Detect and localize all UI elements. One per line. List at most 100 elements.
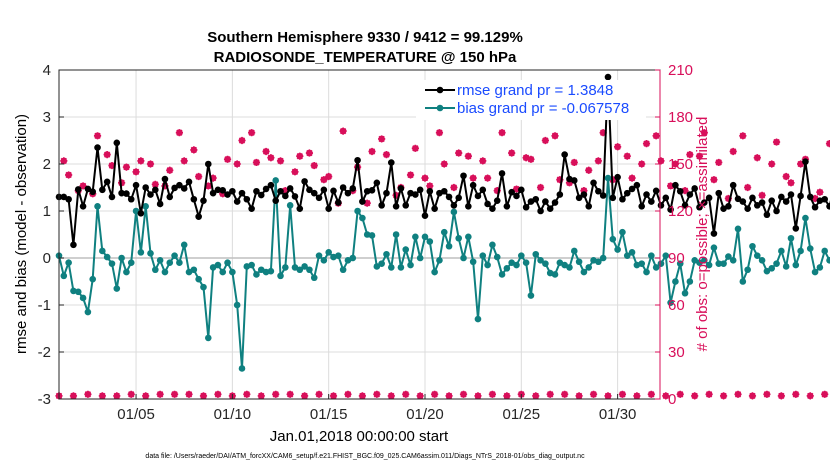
bias-point <box>787 234 795 242</box>
rmse-point <box>224 191 231 198</box>
bias-point <box>455 234 463 242</box>
chart-title: Southern Hemisphere 9330 / 9412 = 99.129… <box>207 29 523 46</box>
assimilated-point-marker <box>233 160 241 168</box>
assimilated-point-marker <box>402 390 410 398</box>
assimilated-point-marker <box>108 161 116 170</box>
assimilated-point <box>614 143 622 151</box>
assimilated-point <box>243 390 251 398</box>
x-axis-label: Jan.01,2018 00:00:00 start <box>270 428 449 445</box>
assimilated-point <box>628 174 636 182</box>
y2-axis-label: # of obs: o=possible; ×=assimilated <box>694 117 711 352</box>
assimilated-point-marker <box>146 160 155 168</box>
y-tick-label: 4 <box>43 62 51 79</box>
bias-point <box>113 285 121 292</box>
bias-point <box>489 241 496 249</box>
assimilated-point <box>508 149 516 157</box>
rmse-point <box>335 199 342 206</box>
assimilated-point-marker <box>585 166 593 174</box>
assimilated-point-marker <box>286 390 294 398</box>
y2-tick-label: 180 <box>668 109 693 126</box>
assimilated-point <box>368 147 376 156</box>
assimilated-point <box>195 172 203 181</box>
rmse-point <box>286 185 294 192</box>
rmse-point <box>778 193 785 201</box>
bias-point <box>657 260 665 267</box>
assimilated-point <box>623 152 631 160</box>
rmse-point <box>262 185 270 193</box>
rmse-point <box>306 186 313 194</box>
assimilated-point <box>479 157 487 165</box>
bias-point <box>310 274 318 282</box>
rmse-point <box>383 189 390 197</box>
assimilated-point <box>127 390 135 398</box>
bias-point <box>667 299 674 306</box>
assimilated-point-marker <box>113 392 121 400</box>
bias-point <box>397 264 405 271</box>
assimilated-point-marker <box>792 390 800 398</box>
assimilated-point-marker <box>238 136 246 145</box>
bias-point <box>108 260 116 267</box>
bias-point <box>821 247 828 255</box>
rmse-point <box>156 200 164 208</box>
rmse-point <box>686 191 694 198</box>
rmse-point <box>272 197 280 204</box>
rmse-point <box>787 191 795 198</box>
assimilated-point-marker <box>536 183 545 192</box>
assimilated-point-marker <box>93 132 102 140</box>
assimilated-point-marker <box>445 392 453 400</box>
bias-point <box>383 250 390 258</box>
legend-bias-marker <box>436 104 444 112</box>
assimilated-point <box>811 194 819 203</box>
rmse-point <box>123 190 130 197</box>
bias-point <box>768 265 776 272</box>
assimilated-point <box>281 187 289 195</box>
x-tick-label: 01/20 <box>406 406 444 423</box>
assimilated-point-marker <box>84 390 92 398</box>
assimilated-point <box>132 168 140 176</box>
assimilated-point-marker <box>161 182 169 190</box>
assimilated-point-marker <box>739 132 747 140</box>
rmse-point <box>672 181 679 189</box>
bias-point <box>585 264 593 271</box>
assimilated-point-marker <box>272 390 280 398</box>
assimilated-point <box>638 160 646 168</box>
rmse-point <box>744 205 751 212</box>
assimilated-point <box>142 392 150 400</box>
rmse-point <box>248 205 255 212</box>
assimilated-point-marker <box>512 185 521 193</box>
assimilated-point <box>483 174 492 182</box>
assimilated-point <box>585 166 593 174</box>
bias-point <box>378 260 385 267</box>
rmse-point <box>479 186 487 194</box>
bias-point <box>450 208 458 216</box>
assimilated-point <box>296 152 304 160</box>
assimilated-point <box>570 158 578 167</box>
bias-point <box>195 275 202 283</box>
bias-point <box>180 241 188 249</box>
assimilated-point-marker <box>305 149 314 157</box>
rmse-point <box>190 195 198 203</box>
bias-point <box>570 247 578 255</box>
bias-point <box>440 228 448 236</box>
bias-point <box>513 261 520 269</box>
rmse-point <box>652 187 660 195</box>
assimilated-point <box>421 174 429 182</box>
bias-point <box>599 254 607 262</box>
assimilated-point <box>286 390 294 398</box>
bias-point <box>368 232 376 239</box>
bias-point <box>277 272 284 280</box>
assimilated-point-marker <box>498 129 506 137</box>
rmse-point <box>229 187 236 195</box>
bias-point <box>89 275 97 283</box>
assimilated-point <box>113 392 121 400</box>
assimilated-point-marker <box>681 187 689 195</box>
bias-point <box>190 266 198 274</box>
assimilated-point-marker <box>296 152 304 160</box>
assimilated-point <box>700 129 708 137</box>
assimilated-point <box>382 151 391 159</box>
bias-point <box>339 266 347 274</box>
bias-point <box>166 259 174 267</box>
bias-point <box>672 278 679 285</box>
rmse-point <box>484 200 491 208</box>
rmse-bias-series <box>55 73 830 372</box>
